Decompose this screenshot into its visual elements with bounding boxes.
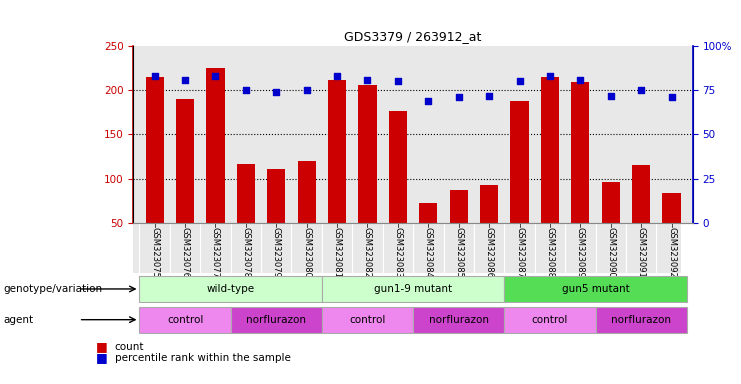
Text: GSM323089: GSM323089 (576, 227, 585, 278)
Bar (480, 185, 498, 223)
Bar (413, 307, 505, 333)
Point (665, 94, 677, 100)
Bar (322, 307, 413, 333)
Point (635, 87, 647, 93)
Text: GSM323087: GSM323087 (515, 227, 524, 278)
Bar (206, 68, 225, 223)
Bar (505, 276, 687, 302)
Bar (632, 165, 651, 223)
Text: gun1-9 mutant: gun1-9 mutant (374, 284, 452, 294)
Text: GSM323091: GSM323091 (637, 227, 645, 278)
Bar (602, 182, 620, 223)
Text: GSM323090: GSM323090 (606, 227, 615, 278)
Point (422, 98, 434, 104)
Text: GSM323079: GSM323079 (272, 227, 281, 278)
Text: GSM323086: GSM323086 (485, 227, 494, 278)
Text: norflurazon: norflurazon (246, 314, 306, 325)
Text: GSM323081: GSM323081 (333, 227, 342, 278)
Text: percentile rank within the sample: percentile rank within the sample (115, 353, 290, 363)
Text: GSM323078: GSM323078 (242, 227, 250, 278)
Point (270, 89, 282, 95)
Text: GSM323083: GSM323083 (393, 227, 402, 278)
Point (605, 93, 617, 99)
Text: agent: agent (4, 314, 34, 325)
Text: GSM323077: GSM323077 (211, 227, 220, 278)
Bar (139, 307, 230, 333)
Text: ■: ■ (96, 340, 108, 353)
Bar (419, 203, 437, 223)
Bar (268, 169, 285, 223)
Text: GSM323088: GSM323088 (545, 227, 554, 278)
Bar (298, 161, 316, 223)
Text: GSM323082: GSM323082 (363, 227, 372, 278)
Point (240, 87, 252, 93)
Point (331, 73, 343, 79)
Text: count: count (115, 342, 144, 352)
Bar (328, 79, 346, 223)
Bar (176, 99, 194, 223)
Point (483, 93, 495, 99)
Title: GDS3379 / 263912_at: GDS3379 / 263912_at (345, 30, 482, 43)
FancyBboxPatch shape (133, 223, 681, 273)
Text: GSM323085: GSM323085 (454, 227, 463, 278)
Text: ■: ■ (96, 351, 108, 364)
Text: wild-type: wild-type (207, 284, 255, 294)
Text: genotype/variation: genotype/variation (4, 284, 103, 294)
Point (392, 78, 404, 84)
Bar (322, 276, 505, 302)
Bar (389, 111, 407, 223)
Point (574, 76, 586, 83)
Bar (230, 307, 322, 333)
Point (301, 87, 313, 93)
Text: GSM323084: GSM323084 (424, 227, 433, 278)
Point (149, 73, 161, 79)
Bar (145, 77, 164, 223)
Bar (571, 82, 589, 223)
Text: GSM323080: GSM323080 (302, 227, 311, 278)
Bar (541, 77, 559, 223)
Point (362, 76, 373, 83)
Text: norflurazon: norflurazon (429, 314, 489, 325)
Point (179, 76, 191, 83)
Bar (662, 193, 681, 223)
Text: control: control (532, 314, 568, 325)
Point (210, 73, 222, 79)
Point (453, 94, 465, 100)
Text: GSM323075: GSM323075 (150, 227, 159, 278)
Bar (511, 101, 528, 223)
Text: control: control (349, 314, 385, 325)
Bar (596, 307, 687, 333)
Point (514, 78, 525, 84)
Text: norflurazon: norflurazon (611, 314, 671, 325)
Text: gun5 mutant: gun5 mutant (562, 284, 629, 294)
Bar (237, 164, 255, 223)
Text: GSM323076: GSM323076 (181, 227, 190, 278)
Bar (139, 276, 322, 302)
Text: control: control (167, 314, 203, 325)
Bar (505, 307, 596, 333)
Text: GSM323092: GSM323092 (667, 227, 676, 278)
Bar (359, 85, 376, 223)
Bar (450, 190, 468, 223)
Point (544, 73, 556, 79)
